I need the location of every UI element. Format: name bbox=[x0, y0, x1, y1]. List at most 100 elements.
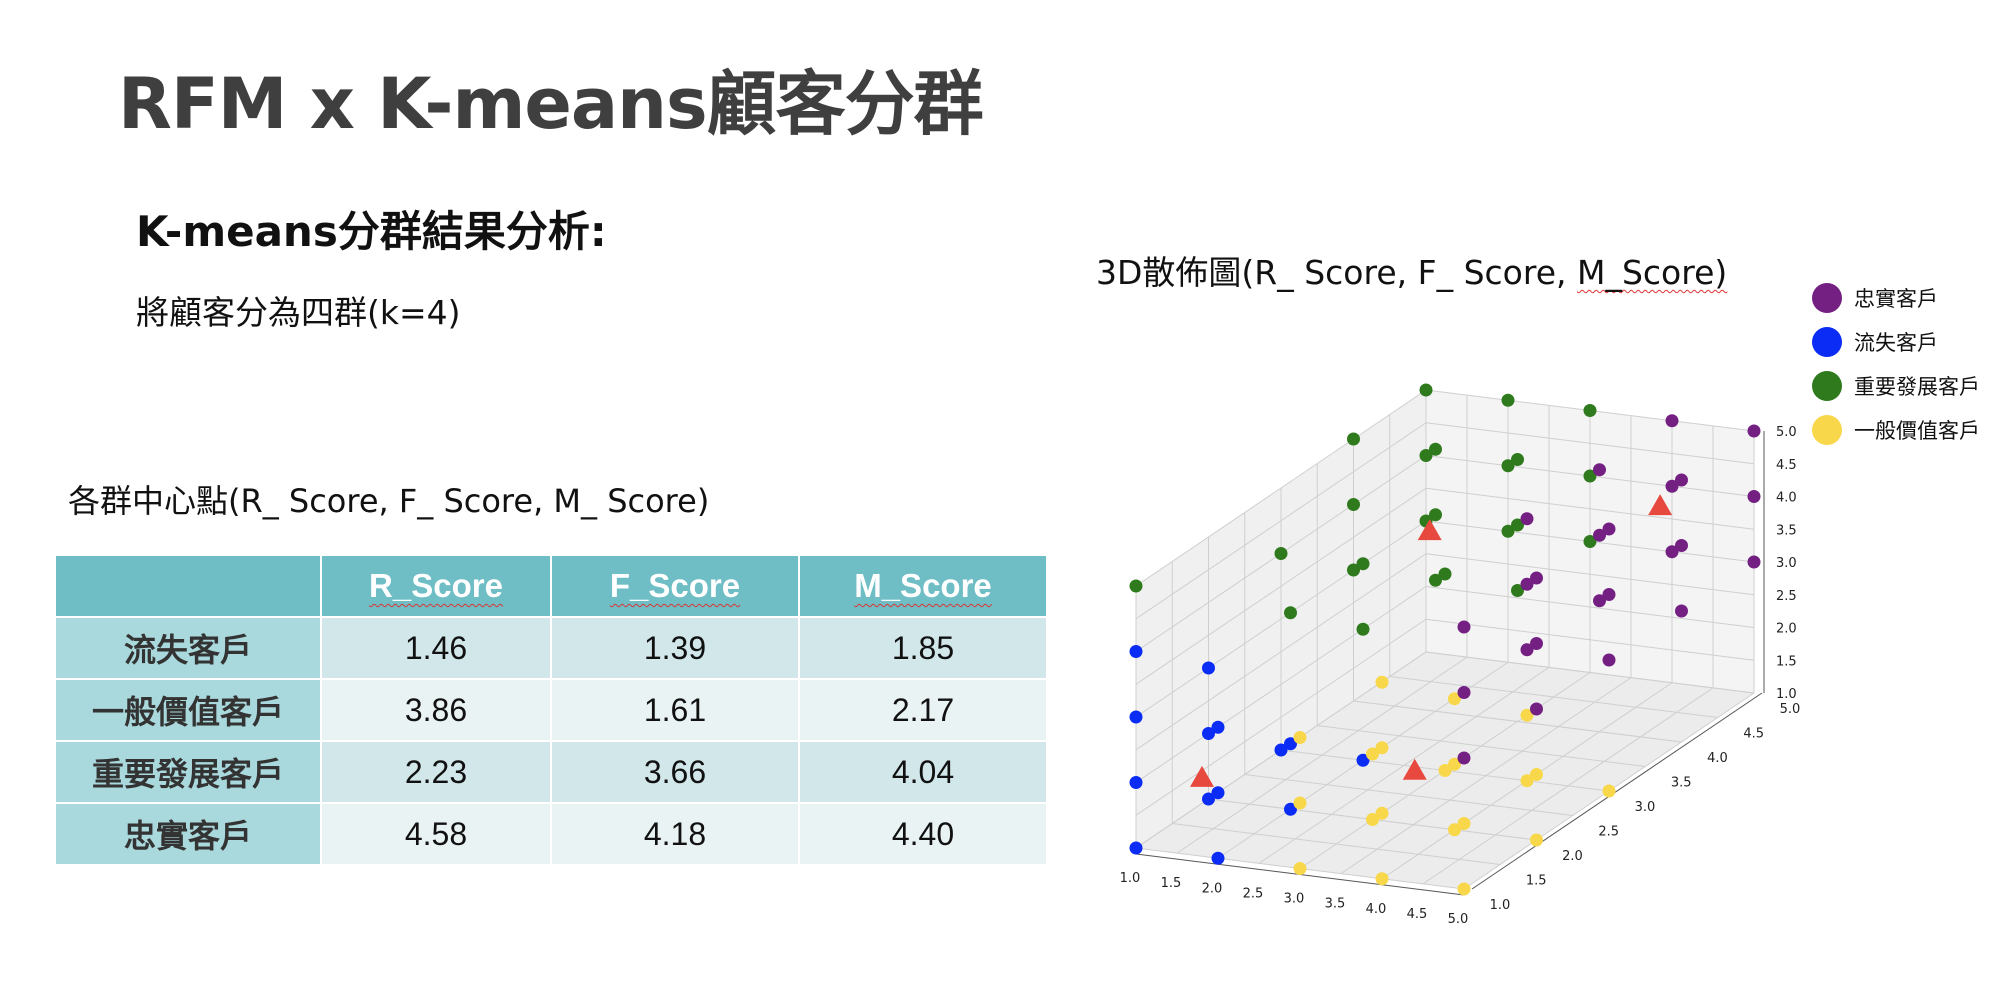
data-point bbox=[1429, 442, 1442, 456]
cluster-description: 將顧客分為四群(k=4) bbox=[136, 293, 461, 332]
legend-dot bbox=[1812, 415, 1842, 445]
row-label: 一般價值客戶 bbox=[54, 678, 322, 742]
data-point bbox=[1583, 535, 1597, 548]
z-tick-label: 4.5 bbox=[1776, 458, 1797, 473]
data-point bbox=[1375, 741, 1389, 755]
y-tick-label: 2.0 bbox=[1562, 849, 1583, 864]
data-point bbox=[1665, 414, 1679, 428]
row-label: 忠實客戶 bbox=[54, 802, 322, 866]
legend-item: 重要發展客戶 bbox=[1812, 364, 1980, 408]
data-point bbox=[1457, 817, 1471, 830]
table-row: 重要發展客戶 2.23 3.66 4.04 bbox=[54, 740, 1048, 804]
data-point bbox=[1530, 702, 1543, 716]
data-point bbox=[1129, 710, 1143, 724]
data-point bbox=[1284, 606, 1297, 620]
data-point bbox=[1665, 479, 1679, 493]
table-header-row: R_Score F_Score M_Score bbox=[54, 554, 1048, 618]
z-tick-label: 4.0 bbox=[1776, 491, 1797, 506]
legend-label: 忠實客戶 bbox=[1854, 287, 1938, 311]
data-point bbox=[1347, 563, 1360, 577]
data-point bbox=[1501, 524, 1515, 538]
x-tick-label: 3.5 bbox=[1325, 897, 1346, 912]
data-point bbox=[1457, 686, 1471, 699]
data-point bbox=[1530, 768, 1543, 781]
data-point bbox=[1429, 573, 1442, 587]
table-row: 忠實客戶 4.58 4.18 4.40 bbox=[54, 802, 1048, 866]
z-tick-label: 2.5 bbox=[1776, 589, 1797, 604]
data-point bbox=[1602, 588, 1616, 601]
chart-legend: 忠實客戶 流失客戶 重要發展客戶 一般價值客戶 bbox=[1812, 276, 1980, 452]
header-r-score: R_Score bbox=[320, 554, 552, 618]
data-point bbox=[1457, 882, 1471, 896]
centroid-marker bbox=[1417, 519, 1442, 541]
data-point bbox=[1448, 823, 1461, 837]
y-tick-label: 1.5 bbox=[1526, 874, 1547, 889]
data-point bbox=[1501, 459, 1515, 473]
x-tick-label: 2.5 bbox=[1243, 886, 1264, 901]
data-point bbox=[1375, 675, 1389, 689]
data-point bbox=[1448, 757, 1461, 771]
data-point bbox=[1202, 792, 1215, 806]
data-point bbox=[1347, 498, 1360, 511]
grid-line bbox=[1425, 422, 1755, 465]
x-tick-label: 5.0 bbox=[1448, 912, 1469, 927]
data-point bbox=[1429, 508, 1442, 522]
data-point bbox=[1530, 637, 1543, 650]
data-point bbox=[1274, 547, 1288, 560]
data-point bbox=[1129, 579, 1143, 593]
data-point bbox=[1747, 424, 1761, 438]
data-point bbox=[1583, 469, 1597, 483]
z-tick-label: 1.0 bbox=[1776, 687, 1797, 702]
f-score-cell: 4.18 bbox=[550, 802, 800, 866]
x-tick-label: 3.0 bbox=[1284, 892, 1305, 907]
data-point bbox=[1375, 806, 1389, 820]
data-point bbox=[1274, 743, 1288, 757]
centroid-marker bbox=[1189, 765, 1214, 787]
data-point bbox=[1747, 490, 1761, 503]
centroid-marker bbox=[1648, 494, 1673, 516]
data-point bbox=[1448, 692, 1461, 706]
scatter-3d-plot: 1.0 1.5 2.0 2.5 3.0 3.5 4.0 4.5 5.01.01.52.02.53… bbox=[1120, 383, 1801, 927]
m-score-cell: 4.04 bbox=[798, 740, 1048, 804]
chart-caption-prefix: 3D散佈圖(R_ Score, F_ Score, bbox=[1096, 253, 1577, 292]
y-tick-label: 5.0 bbox=[1780, 702, 1801, 717]
z-tick-label: 5.0 bbox=[1776, 425, 1797, 440]
data-point bbox=[1602, 653, 1616, 667]
legend-label: 重要發展客戶 bbox=[1854, 375, 1980, 399]
data-point bbox=[1438, 764, 1452, 777]
data-point bbox=[1675, 539, 1688, 552]
f-score-cell: 3.66 bbox=[550, 740, 800, 804]
data-point bbox=[1530, 833, 1543, 847]
r-score-cell: 1.46 bbox=[320, 616, 552, 680]
header-f-score: F_Score bbox=[550, 554, 800, 618]
legend-label: 流失客戶 bbox=[1854, 331, 1938, 355]
row-label: 重要發展客戶 bbox=[54, 740, 322, 804]
x-tick-label: 2.0 bbox=[1202, 881, 1223, 896]
data-point bbox=[1129, 776, 1143, 789]
header-empty bbox=[54, 554, 322, 618]
data-point bbox=[1593, 528, 1606, 542]
data-point bbox=[1202, 727, 1215, 740]
data-point bbox=[1419, 383, 1433, 397]
data-point bbox=[1293, 796, 1307, 810]
grid-line bbox=[1135, 422, 1427, 620]
r-score-cell: 2.23 bbox=[320, 740, 552, 804]
grid-line bbox=[1425, 487, 1755, 530]
data-point bbox=[1293, 731, 1307, 744]
centroid-marker bbox=[1402, 758, 1427, 780]
data-point bbox=[1593, 463, 1606, 477]
data-point bbox=[1520, 643, 1534, 657]
y-tick-label: 2.5 bbox=[1598, 825, 1619, 840]
data-point bbox=[1366, 813, 1379, 826]
header-m-score: M_Score bbox=[798, 554, 1048, 618]
chart-caption-suffix: M_Score) bbox=[1576, 253, 1728, 292]
legend-dot bbox=[1812, 371, 1842, 401]
grid-line bbox=[1135, 389, 1427, 587]
m-score-cell: 1.85 bbox=[798, 616, 1048, 680]
m-score-cell: 2.17 bbox=[798, 678, 1048, 742]
z-tick-label: 1.5 bbox=[1776, 654, 1797, 669]
x-tick-label: 4.5 bbox=[1407, 907, 1428, 922]
m-score-cell: 4.40 bbox=[798, 802, 1048, 866]
slide-title: RFM x K-means顧客分群 bbox=[118, 63, 984, 145]
x-tick-label: 1.5 bbox=[1161, 876, 1182, 891]
